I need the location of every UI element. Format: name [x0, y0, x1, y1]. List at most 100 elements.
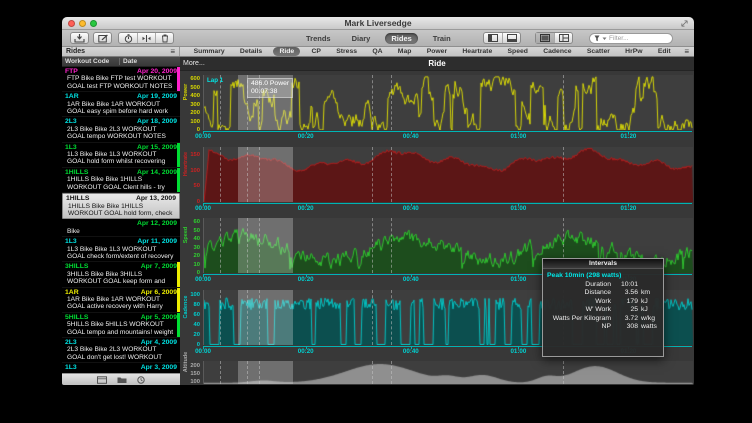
import-button[interactable]	[70, 32, 89, 44]
ride-code: 1HILLS	[65, 168, 89, 176]
chart-tab-cp[interactable]: CP	[311, 48, 321, 55]
ride-description: 1HILLS Bike Bike 1HILLS	[67, 176, 143, 184]
column-workout-code[interactable]: Workout Code	[62, 58, 120, 65]
stat-value: 308	[626, 323, 638, 331]
ride-list-item[interactable]: 1HILLS Apr 14, 2009 1HILLS Bike Bike 1HILL…	[62, 167, 180, 194]
x-tick-label: 00:40	[402, 133, 419, 140]
x-tick-label: 01:00	[510, 348, 527, 355]
column-date[interactable]: Date	[123, 58, 138, 65]
x-tick-label: 00:40	[402, 276, 419, 283]
y-axis-label-heartrate: Heartrate	[183, 151, 189, 176]
y-tick: 500	[190, 84, 200, 91]
x-tick-label: 00:20	[297, 205, 314, 212]
x-tick-label: 00:00	[195, 205, 211, 212]
x-axis-line	[203, 346, 692, 347]
chart-tab-power[interactable]: Power	[426, 48, 448, 55]
traffic-lights	[68, 19, 97, 27]
selection-band[interactable]	[238, 361, 293, 384]
toggle-lowbar-button[interactable]	[502, 33, 520, 43]
zoom-window-button[interactable]	[90, 19, 97, 27]
ride-list-item[interactable]: 1AR Apr 6, 2009 1AR Bike Bike 1AR WORKOUT G…	[62, 287, 180, 313]
toggle-sidebar-button[interactable]	[484, 33, 502, 43]
chart-canvas-altitude[interactable]	[203, 361, 693, 384]
stat-value: 179	[626, 297, 638, 305]
chart-tab-hrpw[interactable]: HrPw	[625, 48, 643, 55]
stat-label: W' Work	[585, 306, 611, 314]
ride-code: 1AR	[65, 93, 79, 101]
chart-tab-cadence[interactable]: Cadence	[543, 48, 572, 55]
intervals-popup-title[interactable]: Intervals	[543, 259, 663, 269]
ride-list-item[interactable]: 1AR Apr 19, 2009 1AR Bike Bike 1AR WORKOUT…	[62, 92, 180, 118]
stopwatch-button[interactable]	[119, 33, 137, 43]
chart-tab-edit[interactable]: Edit	[657, 48, 671, 55]
ride-color-bar	[177, 262, 180, 287]
chart-title: Ride	[428, 59, 446, 68]
resize-icon[interactable]	[680, 19, 689, 28]
plot-altitude[interactable]: Altitude 200 150 100	[180, 351, 694, 385]
chart-canvas-speed[interactable]	[203, 218, 693, 273]
ride-description: Bike	[67, 227, 80, 235]
view-tab-diary[interactable]: Diary	[351, 33, 371, 43]
chart-tab-heartrate[interactable]: Heartrate	[462, 48, 493, 55]
ride-description: 2L3 Bike Bike 2L3 WORKOUT	[67, 346, 157, 354]
split-view-button[interactable]	[137, 33, 155, 43]
y-tick: 50	[193, 227, 200, 234]
calendar-icon[interactable]	[97, 375, 107, 384]
chart-tab-qa[interactable]: QA	[372, 48, 383, 55]
x-axis-tick	[203, 203, 204, 206]
interval-marker	[391, 290, 393, 345]
chart-canvas-heartrate[interactable]	[203, 147, 693, 202]
interval-marker	[562, 147, 564, 202]
plot-power[interactable]: Power 600 500 400 300 200 100 0 Lap 1 486.0 Power…	[180, 75, 694, 133]
ride-list-item[interactable]: FTP Apr 20, 2009 FTP Bike Bike FTP test WO…	[62, 67, 180, 93]
ride-list-item[interactable]: 1L3 Apr 15, 2009 1L3 Bike Bike 1L3 WORKOUT…	[62, 142, 180, 168]
compose-button[interactable]	[93, 32, 112, 44]
delete-button[interactable]	[155, 33, 173, 43]
close-window-button[interactable]	[68, 19, 75, 27]
x-axis: 00:00 00:20 00:40 01:00 01:20	[195, 130, 692, 143]
chart-tab-summary[interactable]: Summary	[193, 48, 225, 55]
chart-tab-stress[interactable]: Stress	[336, 48, 358, 55]
chart-tab-scatter[interactable]: Scatter	[586, 48, 610, 55]
chart-menu-icon[interactable]: ≡	[684, 46, 689, 56]
chart-tab-map[interactable]: Map	[397, 48, 412, 55]
ride-list-item[interactable]: Apr 12, 2009 Bike	[62, 219, 180, 238]
chart-tab-speed[interactable]: Speed	[507, 48, 528, 55]
view-tab-rides[interactable]: Rides	[385, 32, 418, 44]
chart-tab-ride[interactable]: Ride	[273, 47, 301, 56]
interval-marker	[220, 361, 222, 384]
plot-heartrate[interactable]: Heartrate 150 100 50 0	[180, 147, 694, 205]
list-column-header[interactable]: Workout Code Date	[62, 57, 180, 67]
title-bar[interactable]: Mark Liversedge	[62, 17, 694, 30]
tiled-view-button[interactable]	[554, 33, 572, 43]
x-axis-line	[203, 274, 692, 275]
ride-list-item[interactable]: 3HILLS Apr 7, 2009 3HILLS Bike Bike 3HILLS…	[62, 262, 180, 288]
stat-unit: kJ	[641, 297, 648, 305]
view-tab-train[interactable]: Train	[432, 33, 451, 43]
ride-list-item[interactable]: 1HILLS Apr 13, 2009 1HILLS Bike Bike 1HILL…	[62, 193, 180, 220]
ride-date: Apr 4, 2009	[140, 339, 177, 346]
filter-field[interactable]: Filter...	[589, 33, 673, 44]
chart-canvas-power[interactable]	[203, 75, 693, 130]
single-view-button[interactable]	[536, 33, 554, 43]
ride-list-item[interactable]: 2L3 Apr 4, 2009 2L3 Bike Bike 2L3 WORKOUT G…	[62, 338, 180, 364]
hover-tooltip: 486.0 Power 00:07:38	[247, 78, 294, 98]
ride-list-item[interactable]: 5HILLS Apr 5, 2009 5HILLS Bike 5HILLS WORK…	[62, 312, 180, 338]
minimize-window-button[interactable]	[79, 19, 86, 27]
ride-list-item[interactable]: 1L3 Apr 11, 2009 1L3 Bike Bike 1L3 WORKOUT…	[62, 237, 180, 263]
folder-icon[interactable]	[117, 376, 127, 384]
sidebar-menu-icon[interactable]: ≡	[170, 46, 175, 56]
ride-description: 1HILLS Bike Bike 1HILLS	[68, 202, 144, 210]
stat-value: 10:01	[620, 281, 638, 288]
ride-list-item[interactable]: 2L3 Apr 18, 2009 2L3 Bike Bike 2L3 WORKOUT…	[62, 117, 180, 143]
clock-icon[interactable]	[137, 375, 145, 384]
x-tick-label: 00:40	[402, 348, 419, 355]
more-link[interactable]: More...	[183, 60, 205, 67]
x-tick-label: 00:00	[195, 133, 211, 140]
view-tab-trends[interactable]: Trends	[306, 33, 331, 43]
x-axis-tick	[518, 346, 520, 349]
chart-panel-power: Power 600 500 400 300 200 100 0 Lap 1 486.0 Power…	[180, 75, 694, 143]
plot-speed[interactable]: Speed 60 50 40 30 20 10 0	[180, 218, 694, 276]
ride-list-item[interactable]: 1L3 Apr 3, 2009	[62, 363, 180, 373]
chart-tab-details[interactable]: Details	[239, 48, 263, 55]
